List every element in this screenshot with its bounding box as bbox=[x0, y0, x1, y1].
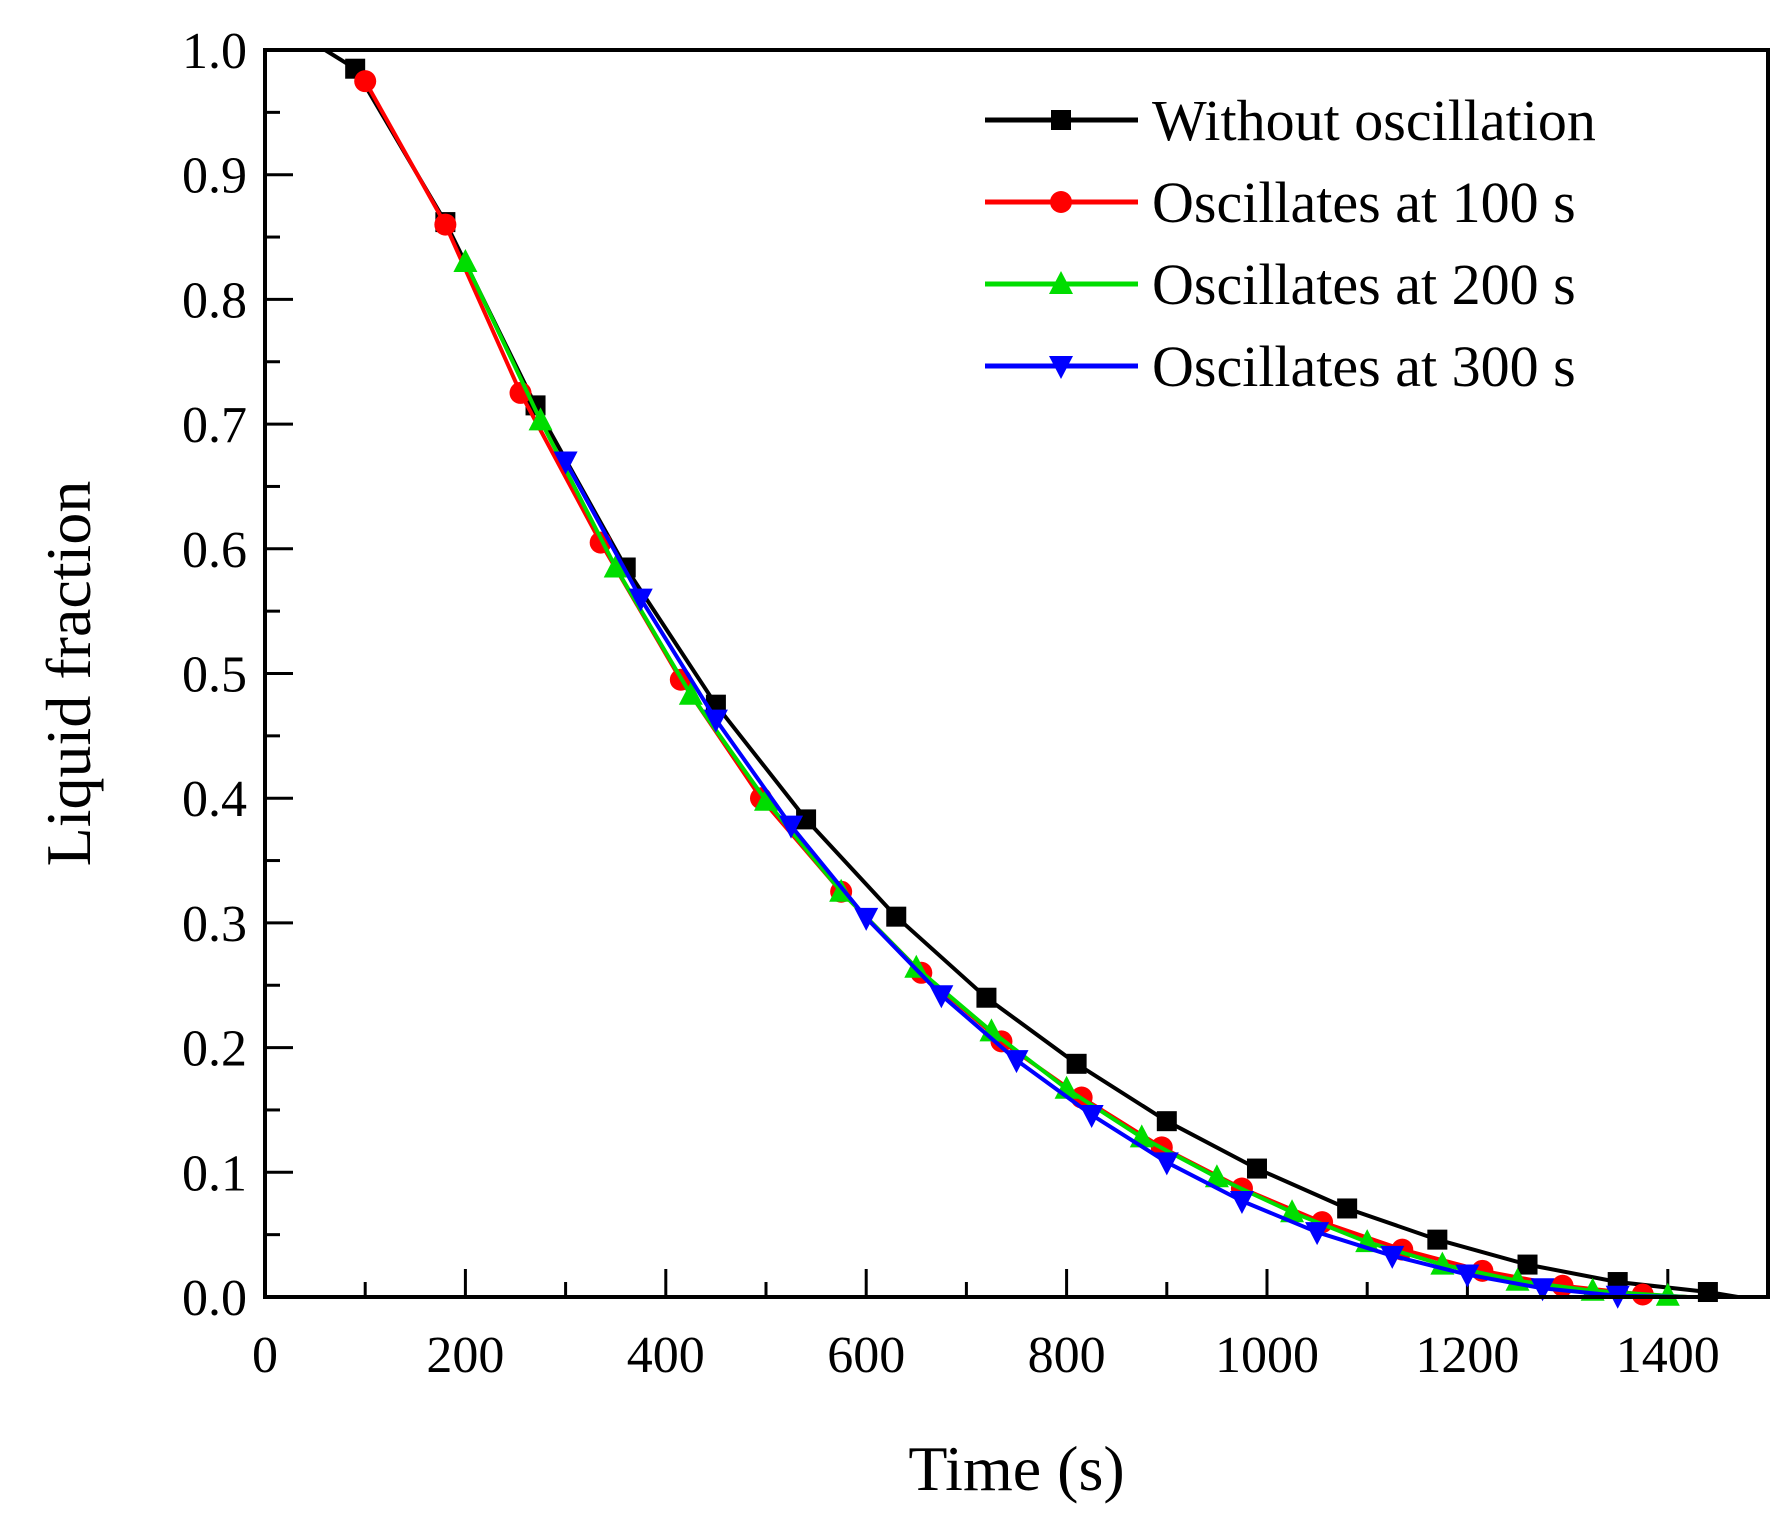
legend-marker bbox=[1050, 191, 1072, 213]
data-point bbox=[1066, 1053, 1087, 1074]
legend-item: Oscillates at 300 s bbox=[985, 334, 1576, 399]
x-tick-label: 1200 bbox=[1415, 1327, 1519, 1384]
series-line bbox=[563, 460, 1688, 1299]
y-tick-label: 0.3 bbox=[182, 896, 247, 953]
data-point bbox=[678, 681, 703, 705]
legend-label: Without oscillation bbox=[1152, 88, 1596, 153]
x-tick-label: 1400 bbox=[1616, 1327, 1720, 1384]
x-tick-label: 200 bbox=[426, 1327, 504, 1384]
x-tick-label: 400 bbox=[627, 1327, 705, 1384]
data-point bbox=[1655, 1282, 1680, 1306]
data-point bbox=[1337, 1198, 1358, 1219]
data-point bbox=[1380, 1245, 1405, 1269]
data-point bbox=[929, 985, 954, 1009]
data-point bbox=[1455, 1264, 1480, 1288]
data-point bbox=[1156, 1111, 1177, 1132]
data-point bbox=[553, 451, 578, 475]
legend-item: Without oscillation bbox=[985, 88, 1596, 153]
data-point bbox=[1697, 1282, 1718, 1303]
data-point bbox=[528, 407, 553, 431]
y-tick-label: 0.0 bbox=[182, 1270, 247, 1327]
legend-marker bbox=[1051, 110, 1071, 130]
x-tick-label: 800 bbox=[1028, 1327, 1106, 1384]
data-point bbox=[904, 954, 929, 978]
data-point bbox=[1530, 1278, 1555, 1302]
legend-marker bbox=[1049, 271, 1073, 294]
legend-label: Oscillates at 200 s bbox=[1152, 252, 1576, 317]
data-point bbox=[1305, 1222, 1330, 1246]
series-line bbox=[265, 48, 1768, 1299]
plot-frame bbox=[263, 48, 1770, 1299]
data-point bbox=[1204, 1164, 1229, 1188]
data-point bbox=[1517, 1254, 1538, 1275]
y-tick-label: 0.9 bbox=[182, 148, 247, 205]
x-axis-title: Time (s) bbox=[908, 1433, 1124, 1504]
legend: Without oscillation Oscillates at 100 s Os… bbox=[985, 88, 1596, 399]
y-tick-label: 0.6 bbox=[182, 522, 247, 579]
y-tick-label: 0.1 bbox=[182, 1145, 247, 1202]
x-tick-label: 0 bbox=[252, 1327, 278, 1384]
y-tick-label: 1.0 bbox=[182, 23, 247, 80]
data-point bbox=[886, 906, 907, 927]
data-point bbox=[703, 709, 728, 733]
data-point bbox=[976, 987, 997, 1008]
legend-item: Oscillates at 200 s bbox=[985, 252, 1576, 317]
y-tick-label: 0.8 bbox=[182, 272, 247, 329]
data-point bbox=[1004, 1050, 1029, 1074]
y-axis-title: Liquid fraction bbox=[33, 481, 104, 867]
data-point bbox=[796, 809, 817, 830]
data-point bbox=[453, 248, 478, 272]
data-point bbox=[1229, 1190, 1254, 1214]
legend-marker bbox=[1049, 356, 1073, 379]
x-tick-label: 1000 bbox=[1215, 1327, 1319, 1384]
series-line bbox=[463, 261, 1688, 1299]
data-point bbox=[1154, 1152, 1179, 1176]
data-point bbox=[354, 70, 377, 93]
data-point bbox=[434, 213, 457, 236]
data-point bbox=[603, 554, 628, 578]
y-tick-labels: 0.0 0.1 0.2 0.3 0.4 0.5 0.6 0.7 0.8 0.9 1.0 bbox=[182, 23, 247, 1327]
data-point bbox=[1246, 1158, 1267, 1179]
data-point bbox=[1280, 1199, 1305, 1223]
data-point bbox=[779, 815, 804, 839]
y-tick-label: 0.2 bbox=[182, 1021, 247, 1078]
y-tick-label: 0.7 bbox=[182, 397, 247, 454]
data-point bbox=[628, 588, 653, 612]
y-tick-label: 0.4 bbox=[182, 771, 247, 828]
y-tick-label: 0.5 bbox=[182, 647, 247, 704]
data-point bbox=[1079, 1104, 1104, 1128]
data-point bbox=[754, 787, 778, 811]
data-point bbox=[854, 907, 879, 931]
legend-label: Oscillates at 100 s bbox=[1152, 170, 1576, 235]
series-4 bbox=[553, 451, 1688, 1309]
x-tick-label: 600 bbox=[827, 1327, 905, 1384]
legend-item: Oscillates at 100 s bbox=[985, 170, 1576, 235]
data-point bbox=[1427, 1229, 1448, 1250]
legend-label: Oscillates at 300 s bbox=[1152, 334, 1576, 399]
x-tick-labels: 0 200 400 600 800 1000 1200 1400 bbox=[252, 1327, 1720, 1384]
